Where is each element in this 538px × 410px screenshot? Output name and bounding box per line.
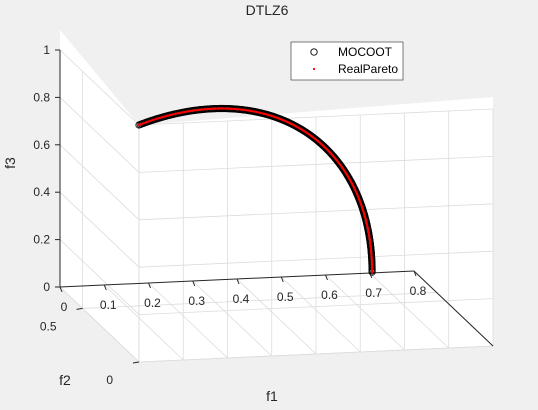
legend: MOCOOT RealPareto — [290, 41, 404, 81]
y-tick-mark — [132, 361, 140, 364]
x-tick-mark — [103, 284, 107, 291]
x-tick-label: 0.1 — [100, 298, 117, 312]
gridline-y-floor — [82, 292, 437, 309]
tick-labels: 0 0.1 0.2 0.3 0.4 0.5 0.6 0.7 0.8 0 0.5 0 0.2 0.4 0.6 0… — [33, 43, 426, 387]
gridline-x-floor — [192, 280, 273, 357]
x-tick-mark — [148, 282, 151, 289]
gridline-x-floor — [280, 276, 361, 353]
y-axis-label: f2 — [59, 372, 71, 388]
x-tick-label: 0.5 — [277, 290, 294, 304]
gridline-z-back — [138, 203, 494, 221]
gridline-z-left — [59, 144, 140, 221]
legend-label-mocoot: MOCOOT — [338, 45, 393, 59]
x-tick-mark — [59, 286, 63, 293]
gridlines — [59, 49, 494, 363]
gridline-z-left — [59, 49, 140, 126]
y-tick-mark — [76, 307, 83, 310]
realpareto-point — [137, 123, 141, 127]
gridline-z-left — [59, 239, 140, 315]
z-tick-label: 0.6 — [33, 138, 50, 152]
y-axis-line — [413, 270, 494, 347]
legend-label-realpareto: RealPareto — [338, 62, 398, 76]
gridline-z-left — [59, 97, 140, 173]
z-axis-label: f3 — [2, 157, 18, 169]
gridline-x-floor — [369, 272, 450, 349]
x-axis-label: f1 — [266, 388, 278, 404]
mocoot-point — [135, 121, 143, 129]
z-tick-label: 1 — [43, 43, 50, 57]
y-tick-label: 0.5 — [40, 319, 57, 333]
gridline-z-back — [138, 250, 494, 268]
z-tick-label: 0.2 — [33, 233, 50, 247]
gridline-z-back — [138, 156, 494, 173]
gridline-z-left — [59, 191, 140, 268]
gridline-z-back — [138, 108, 494, 126]
x-tick-mark — [280, 276, 284, 283]
x-tick-mark — [192, 280, 196, 287]
z-tick-label: 0.4 — [33, 185, 50, 199]
y-tick-label: 0 — [106, 373, 113, 387]
gridline-z-back — [138, 298, 494, 315]
z-tick-label: 0.8 — [33, 90, 50, 104]
data-points — [135, 104, 376, 276]
x-tick-label: 0.4 — [233, 292, 250, 306]
gridline-z-back — [138, 345, 494, 363]
gridline-x-floor — [148, 282, 228, 359]
x-tick-mark — [236, 278, 240, 285]
x-tick-mark — [413, 270, 417, 277]
legend-box — [290, 41, 404, 81]
x-tick-label: 0 — [61, 300, 68, 314]
chart-title: DTLZ6 — [246, 2, 289, 18]
z-tick-label: 0 — [43, 280, 50, 294]
x-tick-label: 0.2 — [144, 296, 161, 310]
gridline-x-floor — [236, 278, 317, 355]
x-tick-label: 0.6 — [321, 288, 338, 302]
x-tick-label: 0.3 — [188, 294, 205, 308]
x-tick-label: 0.7 — [365, 286, 382, 300]
gridline-x-floor — [103, 284, 184, 361]
gridline-x-floor — [325, 274, 405, 351]
x-tick-label: 0.8 — [410, 284, 427, 298]
legend-marker-realpareto — [312, 67, 316, 71]
gridline-z-left — [59, 286, 140, 363]
back-pane-left — [60, 30, 139, 362]
axes-3d: 0 0.1 0.2 0.3 0.4 0.5 0.6 0.7 0.8 0 0.5 0 0.2 0.4 0.6 0… — [33, 30, 494, 387]
x-tick-mark — [325, 274, 328, 281]
legend-marker-mocoot — [310, 48, 318, 56]
